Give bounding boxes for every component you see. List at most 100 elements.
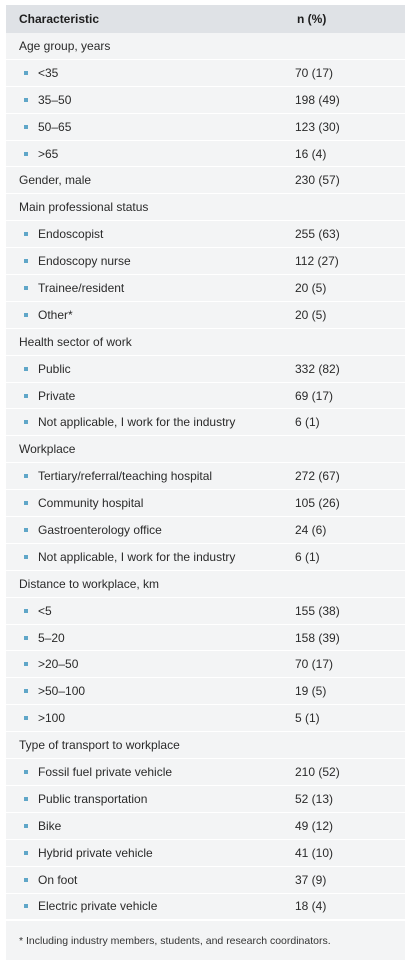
row-value: 16 (4)	[295, 146, 327, 161]
row-label-cell: Gender, male	[6, 173, 282, 187]
row-label: Public	[38, 361, 71, 376]
row-label: Other*	[38, 307, 73, 322]
bullet-icon	[24, 285, 28, 290]
row-label: 35–50	[38, 92, 72, 107]
row-value: 112 (27)	[295, 254, 339, 269]
row-label: 5–20	[38, 630, 65, 645]
table-subrow: Trainee/resident 20 (5)	[6, 275, 405, 302]
row-label: Not applicable, I work for the industry	[38, 415, 236, 430]
row-label-cell: Hybrid private vehicle	[6, 846, 282, 860]
bullet-icon	[24, 527, 28, 532]
row-label: Fossil fuel private vehicle	[38, 764, 173, 779]
row-value: 49 (12)	[295, 818, 334, 833]
row-value: 37 (9)	[295, 872, 327, 887]
bullet-icon	[24, 716, 28, 721]
row-label: Health sector of work	[19, 334, 132, 349]
table-subrow: <35 70 (17)	[6, 60, 405, 87]
row-label-cell: Fossil fuel private vehicle	[6, 765, 282, 779]
table-subrow: Bike 49 (12)	[6, 813, 405, 840]
row-value: 255 (63)	[295, 227, 340, 242]
table-subrow: Public 332 (82)	[6, 356, 405, 383]
table-subrow: Tertiary/referral/teaching hospital 272 (…	[6, 463, 405, 491]
row-label: On foot	[38, 872, 78, 887]
row-label-cell: Public	[6, 362, 282, 376]
table-subrow: Other* 20 (5)	[6, 302, 405, 329]
row-label: Hybrid private vehicle	[38, 845, 153, 860]
row-label: Distance to workplace, km	[19, 576, 160, 591]
table-subrow: 5–20 158 (39)	[6, 625, 405, 652]
table-subrow: Fossil fuel private vehicle 210 (52)	[6, 759, 405, 786]
row-value: 69 (17)	[295, 388, 334, 403]
row-label-cell: <35	[6, 66, 282, 80]
row-value: 272 (67)	[295, 469, 340, 484]
row-value: 18 (4)	[295, 899, 327, 914]
row-label-cell: Trainee/resident	[6, 281, 282, 295]
row-label: >100	[38, 711, 66, 726]
row-label: Age group, years	[19, 38, 111, 53]
row-label-cell: Community hospital	[6, 496, 282, 510]
table-subrow: >100 5 (1)	[6, 705, 405, 733]
table-subrow: Endoscopist 255 (63)	[6, 221, 405, 249]
bullet-icon	[24, 554, 28, 559]
row-label: >65	[38, 146, 59, 161]
table-body: Age group, years <35 70 (17) 35–50 198 (49) 5…	[6, 33, 405, 921]
bullet-icon	[24, 259, 28, 264]
row-label-cell: Age group, years	[6, 39, 282, 53]
row-label-cell: >100	[6, 711, 282, 725]
table-subrow: Gastroenterology office 24 (6)	[6, 517, 405, 544]
table-group-row: Type of transport to workplace	[6, 732, 405, 760]
row-label-cell: Health sector of work	[6, 335, 282, 349]
row-label: <35	[38, 65, 59, 80]
table-subrow: >50–100 19 (5)	[6, 678, 405, 706]
row-label: Endoscopy nurse	[38, 254, 131, 269]
row-label: >20–50	[38, 657, 79, 672]
row-label-cell: >20–50	[6, 657, 282, 671]
row-label-cell: Tertiary/referral/teaching hospital	[6, 469, 282, 483]
row-value: 70 (17)	[295, 65, 334, 80]
row-label: Endoscopist	[38, 227, 104, 242]
table-subrow: Private 69 (17)	[6, 383, 405, 410]
row-label-cell: Not applicable, I work for the industry	[6, 550, 282, 564]
row-label: Gastroenterology office	[38, 522, 162, 537]
bullet-icon	[24, 635, 28, 640]
row-value: 6 (1)	[295, 415, 320, 430]
bullet-icon	[24, 877, 28, 882]
table-subrow: Community hospital 105 (26)	[6, 490, 405, 518]
table-group-row: Main professional status	[6, 194, 405, 222]
table-group-row: Distance to workplace, km	[6, 571, 405, 598]
row-value: 6 (1)	[295, 549, 320, 564]
table-subrow: Public transportation 52 (13)	[6, 786, 405, 813]
row-value: 158 (39)	[295, 630, 340, 645]
bullet-icon	[24, 689, 28, 694]
bullet-icon	[24, 904, 28, 909]
table-group-row: Age group, years	[6, 33, 405, 60]
row-value: 332 (82)	[295, 361, 340, 376]
table-header: Characteristic n (%)	[6, 5, 405, 33]
bullet-icon	[24, 850, 28, 855]
bullet-icon	[24, 366, 28, 371]
row-label-cell: Private	[6, 389, 282, 403]
row-label-cell: Workplace	[6, 442, 282, 456]
row-label: Main professional status	[19, 200, 149, 215]
row-label-cell: Distance to workplace, km	[6, 577, 282, 591]
row-value: 5 (1)	[295, 711, 320, 726]
bullet-icon	[24, 151, 28, 156]
row-value: 20 (5)	[295, 280, 327, 295]
row-label-cell: Electric private vehicle	[6, 899, 282, 913]
bullet-icon	[24, 662, 28, 667]
row-value: 52 (13)	[295, 791, 334, 806]
bullet-icon	[24, 124, 28, 129]
row-value: 105 (26)	[295, 496, 340, 511]
row-value: 155 (38)	[295, 603, 340, 618]
table-subrow: Not applicable, I work for the industry 6…	[6, 544, 405, 571]
row-label: Not applicable, I work for the industry	[38, 549, 236, 564]
row-label-cell: Main professional status	[6, 200, 282, 214]
row-value: 198 (49)	[295, 92, 340, 107]
bullet-icon	[24, 501, 28, 506]
table-subrow: On foot 37 (9)	[6, 867, 405, 894]
row-value: 123 (30)	[295, 119, 340, 134]
row-label-cell: Bike	[6, 819, 282, 833]
table-subrow: Endoscopy nurse 112 (27)	[6, 248, 405, 276]
row-label: Workplace	[19, 442, 76, 457]
bullet-icon	[24, 796, 28, 801]
